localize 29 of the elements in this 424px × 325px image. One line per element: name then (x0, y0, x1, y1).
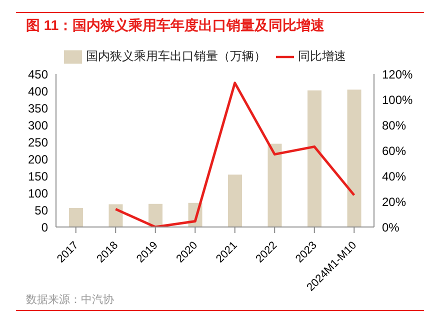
y-tick-label: 100 (28, 186, 48, 200)
source-note: 数据来源：中汽协 (26, 294, 114, 306)
y-tick-label: 450 (28, 67, 48, 82)
y2-tick-label: 60% (382, 144, 406, 158)
chart-title: 图 11：国内狭义乘用车年度出口销量及同比增速 (26, 17, 325, 35)
bar (308, 90, 322, 227)
bar (108, 204, 123, 227)
bar (268, 144, 282, 227)
y-tick-label: 0 (41, 220, 48, 234)
y2-tick-label: 40% (382, 169, 406, 184)
y-tick-label: 50 (34, 203, 48, 218)
y-tick-label: 150 (28, 169, 48, 184)
bar (69, 208, 83, 227)
bar (347, 90, 362, 227)
y2-tick-label: 0% (382, 220, 400, 234)
y-tick-label: 200 (28, 152, 48, 166)
y-tick-label: 350 (28, 101, 48, 116)
y-tick-label: 400 (28, 84, 48, 98)
y2-tick-label: 100% (382, 92, 414, 107)
bar (228, 174, 242, 227)
y-tick-label: 300 (28, 118, 48, 132)
y2-tick-label: 20% (382, 194, 406, 209)
y2-tick-label: 120% (382, 67, 414, 82)
y2-tick-label: 80% (382, 118, 406, 132)
legend-label: 同比增速 (298, 49, 346, 64)
y-tick-label: 250 (28, 135, 48, 150)
legend-label: 国内狭义乘用车出口销量（万辆） (86, 49, 266, 64)
bar (148, 204, 162, 227)
line-series (114, 82, 356, 227)
